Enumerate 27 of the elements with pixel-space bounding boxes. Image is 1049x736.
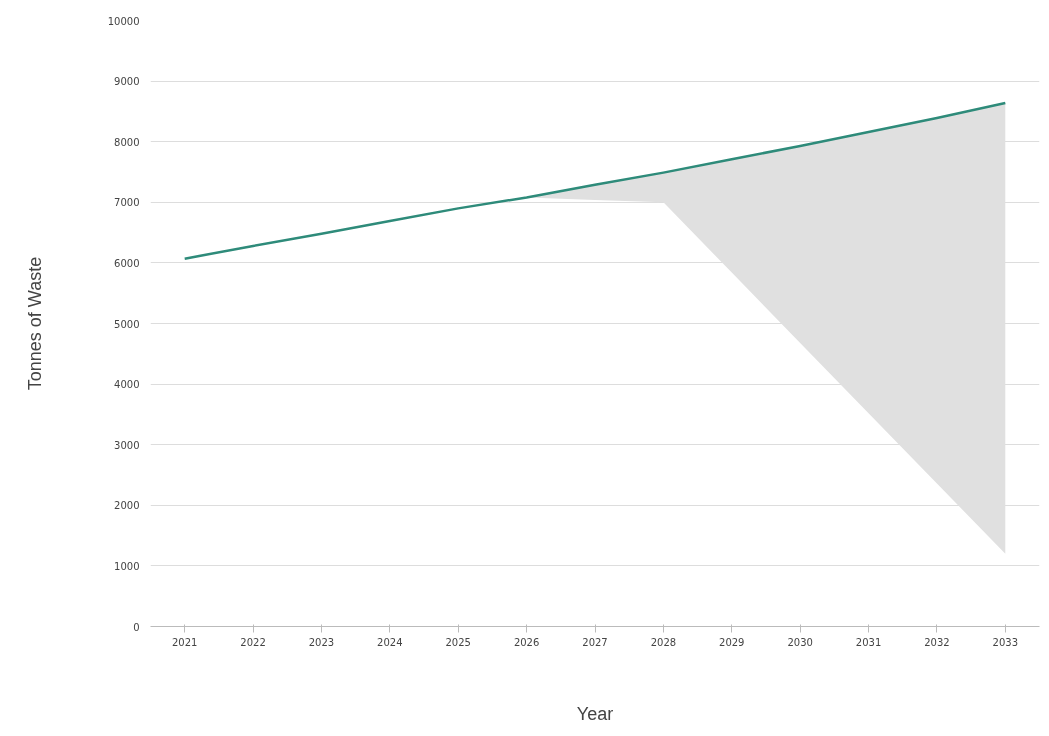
y-tick-label: 10000	[107, 15, 140, 27]
y-tick-label: 5000	[114, 318, 140, 330]
x-tick-label: 2033	[992, 636, 1019, 648]
x-tick-label: 2030	[787, 636, 813, 648]
x-tick-label: 2023	[308, 636, 335, 648]
y-tick-label: 0	[133, 621, 140, 633]
x-tick-label: 2029	[719, 636, 745, 648]
y-tick-label: 9000	[114, 76, 140, 88]
x-tick-label: 2025	[445, 636, 471, 648]
x-tick-label: 2026	[513, 636, 540, 648]
x-tick-label: 2031	[855, 636, 882, 648]
y-axis-title: Tonnes of Waste	[24, 256, 45, 391]
x-tick-label: 2032	[924, 636, 950, 648]
y-tick-label: 4000	[114, 379, 140, 391]
y-tick-label: 6000	[114, 257, 140, 269]
y-tick-label: 3000	[114, 439, 140, 451]
x-axis-title: Year	[576, 703, 614, 724]
x-tick-label: 2024	[377, 636, 403, 648]
x-tick-label: 2027	[582, 636, 608, 648]
x-tick-label: 2021	[171, 636, 198, 648]
x-tick-label: 2022	[240, 636, 266, 648]
y-tick-label: 2000	[114, 500, 140, 512]
y-tick-label: 1000	[114, 560, 140, 572]
line-series	[183, 101, 1007, 260]
x-tick-label: 2028	[650, 636, 677, 648]
y-tick-label: 8000	[114, 136, 140, 148]
y-tick-label: 7000	[114, 197, 140, 209]
